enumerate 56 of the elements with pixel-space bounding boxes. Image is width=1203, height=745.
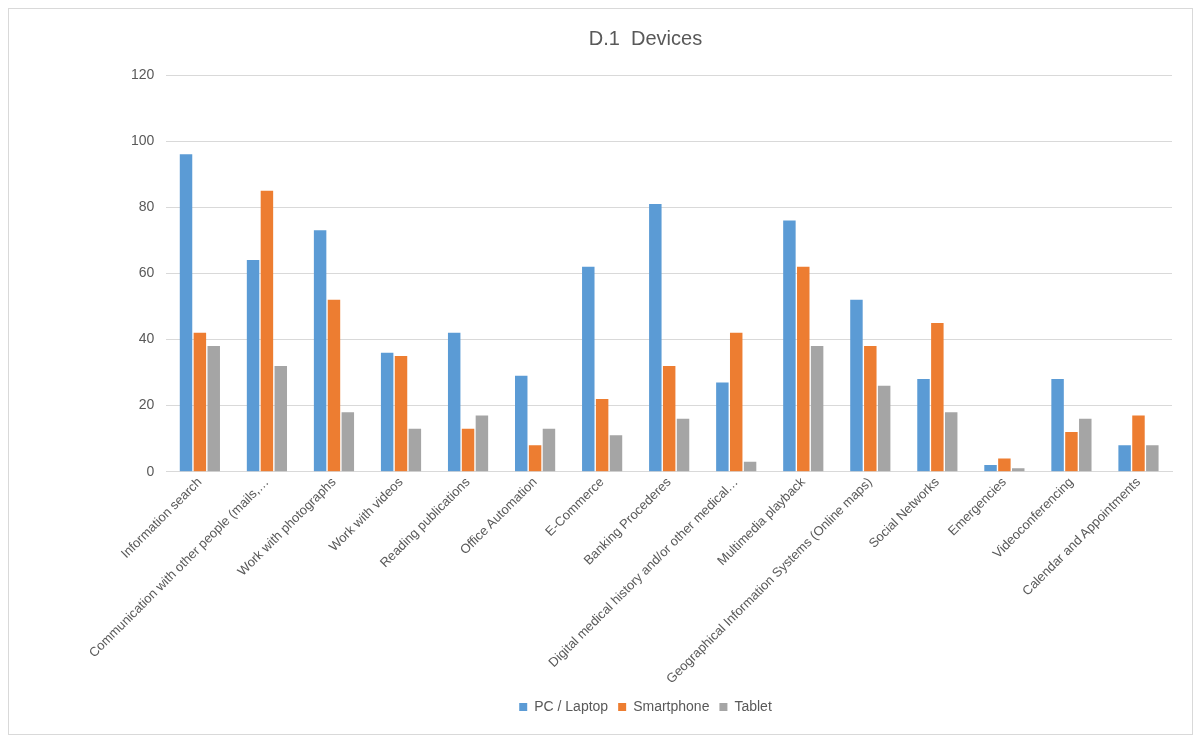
bar: [528, 445, 542, 472]
bar: [917, 379, 930, 472]
y-tick-label: 40: [138, 330, 155, 347]
bar: [797, 266, 810, 472]
bar: [729, 332, 743, 472]
bar: [193, 332, 207, 472]
bar: [1065, 432, 1078, 472]
bar: [341, 412, 355, 472]
bar: [179, 154, 193, 472]
bar: [260, 190, 274, 472]
bar: [877, 385, 891, 472]
bar: [246, 260, 260, 472]
bar: [327, 299, 341, 472]
y-tick-label: 80: [138, 198, 155, 215]
bar: [1132, 415, 1145, 472]
y-tick-label: 0: [146, 462, 155, 479]
bar: [716, 382, 729, 472]
bar: [998, 458, 1011, 472]
bar: [1012, 468, 1025, 472]
bar: [944, 412, 958, 472]
legend-label: Smartphone: [633, 697, 710, 714]
bar: [676, 418, 690, 472]
bar: [609, 435, 623, 472]
bar: [649, 203, 662, 472]
bar: [313, 230, 327, 472]
bar: [783, 220, 796, 472]
bar: [1079, 418, 1092, 472]
bar: [1118, 445, 1131, 472]
y-tick-label: 120: [131, 65, 155, 82]
y-tick-label: 100: [131, 131, 155, 148]
bar: [447, 332, 461, 472]
bar: [595, 398, 609, 472]
bar: [1146, 445, 1159, 472]
bar: [461, 428, 475, 472]
bar: [864, 346, 877, 472]
bar: [810, 346, 824, 472]
bar: [931, 322, 944, 472]
legend-label: Tablet: [734, 697, 772, 714]
bar: [1051, 379, 1064, 472]
y-tick-label: 20: [138, 396, 155, 413]
bar: [515, 375, 528, 472]
bar: [743, 461, 757, 472]
y-tick-label: 60: [138, 264, 155, 281]
bar: [274, 365, 288, 472]
bar: [542, 428, 556, 472]
bar: [394, 355, 408, 472]
bar: [380, 352, 394, 472]
bar: [984, 465, 997, 472]
bar: [662, 365, 676, 472]
bar: [408, 428, 422, 472]
bar: [850, 299, 863, 472]
bar: [207, 346, 220, 472]
legend-label: PC / Laptop: [534, 697, 609, 714]
bar: [475, 415, 489, 472]
chart-title: D.1 Devices: [588, 26, 703, 49]
bar: [582, 266, 595, 472]
